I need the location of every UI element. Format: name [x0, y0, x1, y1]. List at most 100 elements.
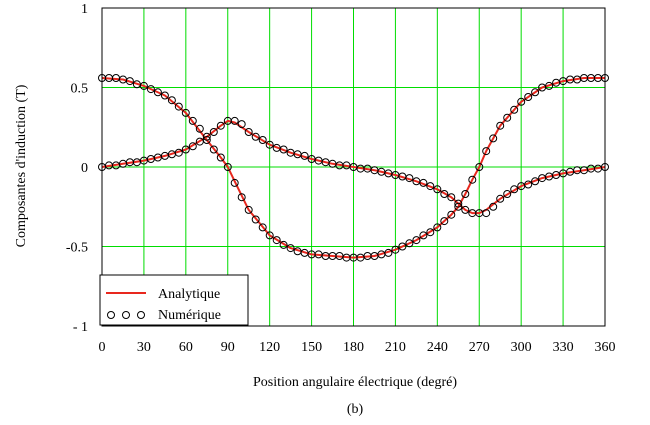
numerique-point-1	[125, 77, 134, 86]
plot-frame	[101, 7, 606, 327]
numerique-point-1	[139, 81, 148, 90]
y-tick-labels: 1 0.5 0 -0.5 - 1	[66, 2, 88, 335]
numerique-point-2	[496, 194, 505, 203]
numerique-point-2	[216, 121, 225, 130]
numerique-point-1	[279, 240, 288, 249]
y-tick-label: 0.5	[71, 82, 89, 97]
numerique-point-1	[160, 91, 169, 100]
numerique-point-1	[230, 178, 239, 187]
numerique-point-1	[545, 81, 554, 90]
numerique-point-2	[258, 136, 267, 144]
numerique-point-1	[517, 97, 526, 106]
numerique-point-1	[482, 147, 491, 156]
numerique-point-2	[202, 132, 211, 141]
numerique-point-1	[405, 239, 414, 248]
numerique-point-2	[524, 180, 533, 189]
numerique-point-1	[237, 193, 246, 202]
y-tick-label: 0	[81, 161, 88, 176]
numerique-point-1	[223, 163, 232, 171]
y-tick-label: 1	[81, 2, 88, 17]
numerique-point-2	[174, 148, 183, 157]
numerique-point-1	[503, 113, 512, 122]
numerique-point-2	[300, 151, 309, 160]
numerique-point-2	[503, 190, 512, 198]
numerique-point-2	[426, 182, 435, 191]
x-tick-label: 90	[221, 340, 235, 355]
numerique-point-2	[489, 202, 498, 211]
numerique-point-2	[433, 185, 442, 194]
numerique-point-1	[447, 210, 456, 219]
numerique-point-1	[181, 108, 190, 117]
numerique-point-2	[265, 140, 274, 149]
numerique-point-1	[174, 102, 183, 111]
numerique-point-2	[279, 145, 288, 154]
x-tick-label: 270	[469, 340, 490, 355]
numerique-point-1	[454, 202, 463, 211]
numerique-point-2	[510, 185, 519, 194]
numerique-point-2	[405, 174, 414, 183]
x-tick-label: 360	[595, 340, 616, 355]
numerique-point-2	[482, 209, 491, 218]
numerique-point-2	[237, 120, 246, 129]
numerique-point-1	[153, 88, 162, 97]
numerique-point-1	[433, 223, 442, 232]
numerique-point-2	[230, 116, 239, 125]
x-tick-label: 210	[385, 340, 406, 355]
numerique-point-1	[209, 145, 218, 154]
y-tick-label: - 1	[73, 320, 88, 335]
numerique-point-2	[531, 177, 540, 186]
legend-label-numerique: Numérique	[158, 308, 221, 323]
numerique-point-1	[426, 228, 435, 237]
numerique-point-2	[251, 132, 260, 141]
y-axis-label: Composantes d'induction (T)	[14, 84, 29, 247]
numerique-point-1	[468, 175, 477, 184]
numeric-markers	[98, 74, 609, 262]
x-tick-labels: 0 30 60 90 120 150 180 210 240 270 300 330 360	[99, 340, 616, 355]
numerique-point-1	[496, 121, 505, 130]
numerique-point-1	[461, 190, 470, 198]
numerique-point-1	[244, 205, 253, 214]
numerique-point-1	[251, 215, 260, 224]
x-tick-label: 330	[553, 340, 574, 355]
x-tick-label: 60	[179, 340, 193, 355]
numerique-point-1	[524, 93, 533, 101]
legend-label-analytique: Analytique	[158, 287, 220, 302]
numerique-point-2	[195, 137, 204, 146]
numerique-point-1	[531, 88, 540, 97]
numerique-point-1	[391, 245, 400, 254]
numerique-point-1	[475, 163, 484, 171]
x-axis-label: Position angulaire électrique (degré)	[253, 375, 457, 390]
numerique-point-1	[188, 116, 197, 125]
numerique-point-1	[258, 223, 267, 232]
numerique-point-1	[272, 236, 281, 245]
numerique-point-2	[188, 142, 197, 151]
x-tick-label: 0	[99, 340, 106, 355]
x-tick-label: 180	[343, 340, 364, 355]
x-tick-label: 120	[259, 340, 280, 355]
numerique-point-1	[146, 85, 155, 94]
numerique-point-2	[440, 190, 449, 198]
numerique-point-1	[286, 244, 295, 253]
numerique-point-1	[167, 96, 176, 105]
figure-caption: (b)	[347, 402, 364, 417]
numerique-point-2	[244, 128, 253, 136]
x-tick-label: 30	[137, 340, 151, 355]
numerique-point-2	[454, 199, 463, 208]
x-tick-label: 240	[427, 340, 448, 355]
numerique-point-1	[419, 231, 428, 240]
numerique-point-1	[412, 236, 421, 245]
numerique-point-2	[447, 193, 456, 202]
numerique-point-1	[440, 217, 449, 226]
legend-box	[99, 274, 249, 326]
x-tick-label: 300	[511, 340, 532, 355]
numerique-point-1	[265, 231, 274, 240]
y-tick-label: -0.5	[66, 241, 88, 256]
numerique-point-1	[489, 134, 498, 143]
numerique-point-1	[384, 248, 393, 257]
legend: Analytique Numérique	[99, 274, 249, 326]
numerique-point-1	[398, 242, 407, 251]
legend-circle-swatch	[107, 311, 145, 319]
numerique-point-2	[461, 205, 470, 214]
numerique-point-1	[216, 153, 225, 162]
